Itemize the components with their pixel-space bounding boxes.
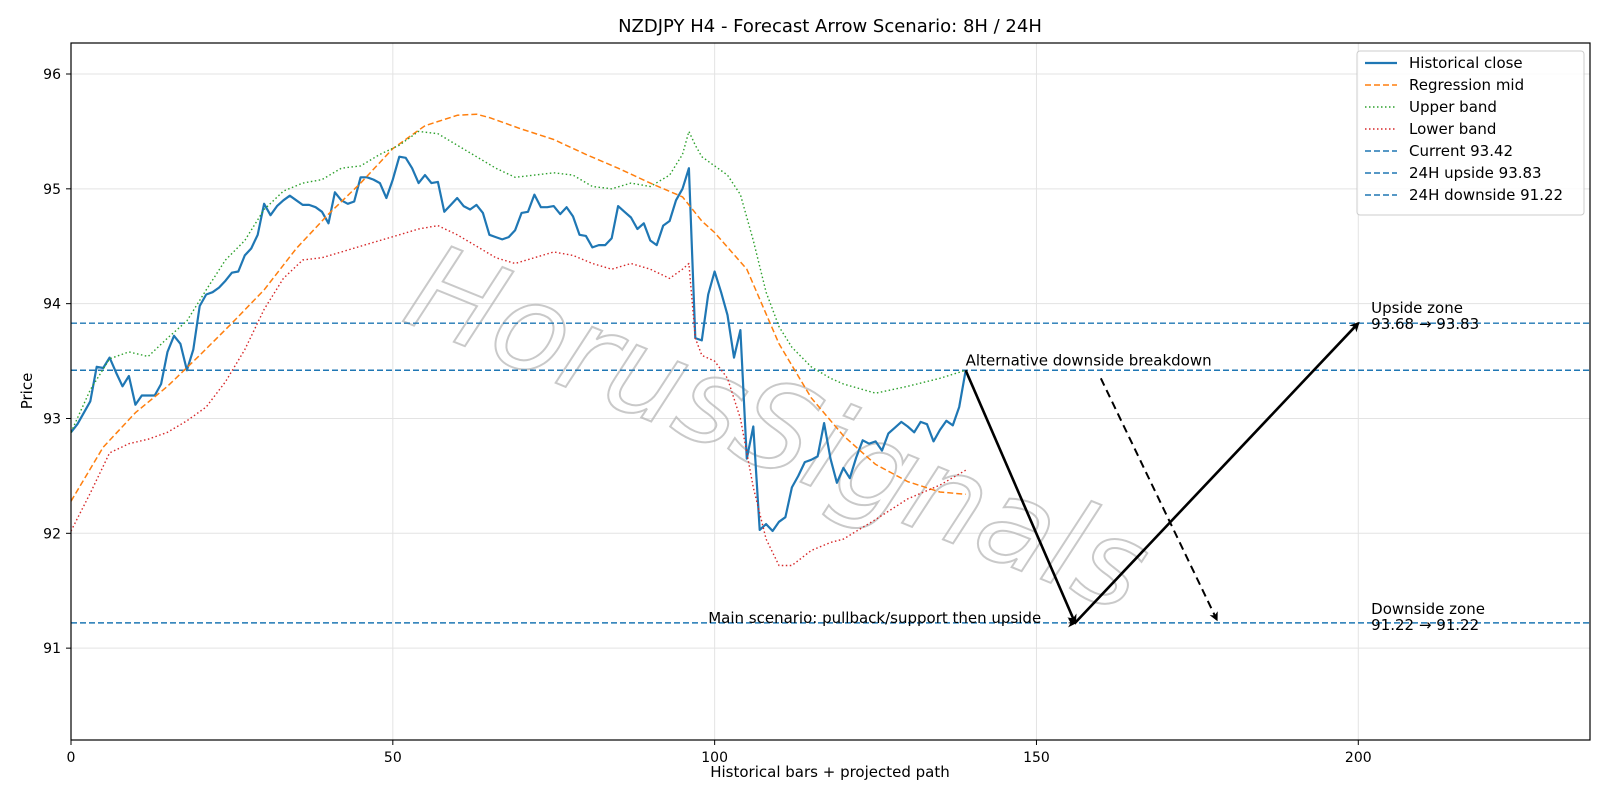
- legend-box: [1356, 50, 1585, 216]
- series-line-regression-mid: [71, 113, 966, 502]
- main-scenario-label: Main scenario: pullback/support then ups…: [708, 609, 1041, 627]
- legend-entry: Current 93.42: [1409, 142, 1513, 160]
- arrow-alternative-down: [1099, 377, 1218, 622]
- y-tick-label: 93: [43, 411, 61, 427]
- reference-lines: [71, 322, 1590, 624]
- x-tick-label: 50: [384, 750, 402, 766]
- series-line-lower-band: [71, 224, 967, 567]
- legend-entry: Lower band: [1409, 120, 1496, 138]
- legend-entry: Historical close: [1409, 54, 1523, 72]
- y-tick-label: 91: [43, 641, 61, 657]
- series-line-upper-band: [71, 130, 966, 433]
- gridlines: [70, 43, 1590, 740]
- downside-zone-range: 91.22 → 91.22: [1371, 616, 1479, 634]
- y-tick-label: 94: [43, 297, 61, 313]
- annotations: Alternative downside breakdown Main scena…: [708, 299, 1485, 634]
- x-axis-label: Historical bars + projected path: [710, 763, 950, 781]
- series-line-historical-close: [71, 155, 967, 533]
- axis-ticks: 0 50 100 150 200 91 92 93 94 95 96: [43, 67, 1371, 766]
- downside-zone-title: Downside zone: [1371, 600, 1485, 618]
- x-tick-label: 150: [1023, 750, 1050, 766]
- y-tick-label: 96: [43, 67, 61, 83]
- arrow-main-leg-up: [1074, 321, 1360, 624]
- y-axis-label: Price: [18, 373, 36, 410]
- x-tick-label: 100: [701, 750, 728, 766]
- scenario-arrows: [964, 321, 1360, 628]
- watermark: HorusSignals: [388, 217, 1168, 641]
- arrow-main-leg-down: [964, 369, 1077, 625]
- upside-zone-range: 93.68 → 93.83: [1371, 315, 1479, 333]
- legend-entry: 24H upside 93.83: [1409, 164, 1542, 182]
- legend-entry: Upper band: [1409, 98, 1497, 116]
- legend: Historical close Regression mid Upper band…: [1356, 50, 1585, 216]
- alternative-label: Alternative downside breakdown: [966, 351, 1212, 369]
- upside-zone-title: Upside zone: [1371, 299, 1463, 317]
- x-tick-label: 200: [1345, 750, 1372, 766]
- x-tick-label: 0: [67, 750, 76, 766]
- chart-title: NZDJPY H4 - Forecast Arrow Scenario: 8H …: [618, 16, 1042, 37]
- watermark-text: HorusSignals: [389, 218, 1167, 640]
- series-lines: [71, 113, 967, 567]
- y-tick-label: 92: [43, 526, 61, 542]
- plot-frame: [70, 42, 1591, 741]
- y-tick-label: 95: [43, 182, 61, 198]
- legend-entry: Regression mid: [1409, 76, 1524, 94]
- legend-entry: 24H downside 91.22: [1409, 186, 1563, 204]
